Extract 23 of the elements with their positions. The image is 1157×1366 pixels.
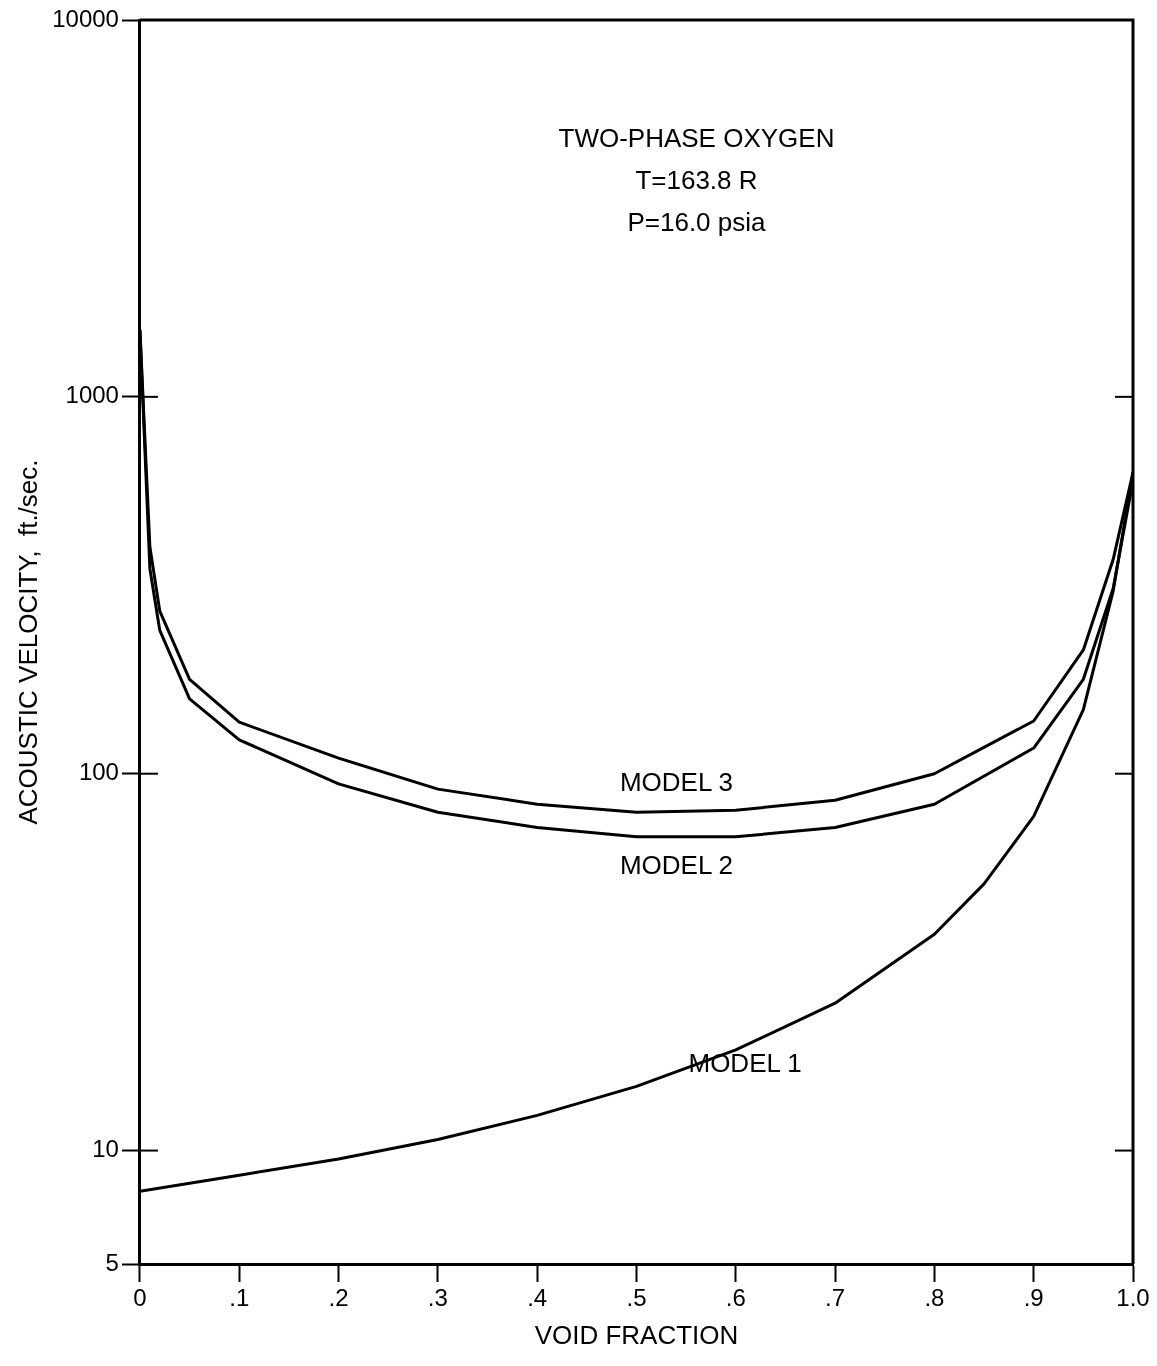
x-tick-label: 1.0 — [1116, 1284, 1150, 1312]
x-tick-label: .8 — [924, 1284, 945, 1312]
x-tick-label: .6 — [725, 1284, 746, 1312]
y-axis-title: ACOUSTIC VELOCITY, ft./sec. — [12, 459, 43, 825]
x-tick-label: .1 — [229, 1284, 250, 1312]
y-tick-label: 10000 — [52, 4, 119, 32]
text: TWO-PHASE OXYGEN — [558, 123, 835, 154]
y-tick-label: 1000 — [65, 381, 119, 409]
x-tick-label: 0 — [133, 1284, 147, 1312]
x-tick-label: .2 — [328, 1284, 349, 1312]
annotation: P=16.0 psia — [627, 207, 767, 238]
x-tick-label: .4 — [527, 1284, 548, 1312]
x-tick-label: .5 — [626, 1284, 647, 1312]
series-label: MODEL 2 — [619, 850, 734, 880]
y-tick-label: 10 — [92, 1135, 119, 1163]
y-tick-label: 5 — [105, 1248, 119, 1276]
x-tick-label: .7 — [825, 1284, 846, 1312]
x-tick-label: .9 — [1023, 1284, 1044, 1312]
y-tick-label: 100 — [78, 758, 119, 786]
x-tick-label: .3 — [427, 1284, 448, 1312]
series-label: MODEL 3 — [619, 767, 734, 798]
annotation: T=163.8 R — [635, 165, 758, 196]
x-axis-title: VOID FRACTION — [534, 1319, 739, 1350]
